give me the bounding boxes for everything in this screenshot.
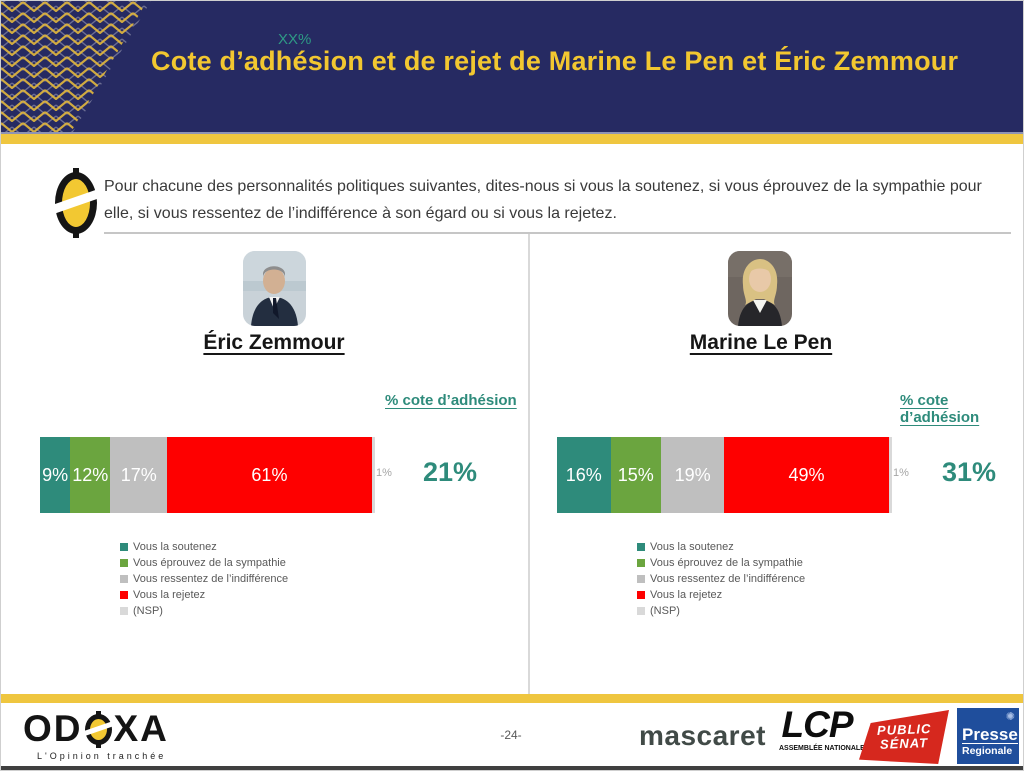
person-name-zemmour: Éric Zemmour (203, 331, 345, 354)
person-name-le-pen: Marine Le Pen (689, 331, 833, 354)
bar-segment-1: 12% (70, 437, 111, 513)
header-banner: XX% Cote d’adhésion et de rejet de Marin… (1, 1, 1023, 132)
lcp-logo-subtext: ASSEMBLÉE NATIONALE (779, 745, 865, 752)
legend-item: Vous éprouvez de la sympathie (637, 557, 805, 569)
legend-label: Vous ressentez de l’indifférence (650, 573, 806, 585)
bar-segment-0: 9% (40, 437, 71, 513)
legend-swatch-icon (637, 559, 645, 567)
presse-regionale-line1: Presse (962, 725, 1018, 744)
lcp-logo-text: LCP (781, 704, 854, 745)
question-underline-rule (104, 232, 1011, 234)
odoxa-logo-text-left: OD (23, 708, 83, 749)
legend-label: (NSP) (133, 605, 163, 617)
chevron-pattern-decoration (1, 1, 151, 132)
legend-swatch-icon (120, 559, 128, 567)
mascaret-logo: mascaret (639, 720, 766, 751)
legend-item: Vous la rejetez (637, 589, 805, 601)
legend-label: Vous la soutenez (650, 541, 734, 553)
legend-item: (NSP) (637, 605, 805, 617)
placeholder-note: XX% (278, 31, 312, 48)
bar-segment-0: 16% (557, 437, 611, 513)
odoxa-logo: OD XA (23, 708, 169, 750)
legend-item: Vous la rejetez (120, 589, 288, 601)
presse-regionale-logo: ✺ Presse Regionale (957, 708, 1019, 764)
adhesion-label-left: % cote d’adhésion (385, 392, 517, 409)
bar-segment-3: 49% (724, 437, 889, 513)
lcp-logo: LCP ASSEMBLÉE NATIONALE (779, 704, 865, 753)
legend-swatch-icon (120, 575, 128, 583)
legend-item: (NSP) (120, 605, 288, 617)
odoxa-tagline: L'Opinion tranchée (37, 751, 167, 761)
photo-marine-le-pen (728, 251, 792, 326)
bar-segment-3: 61% (167, 437, 372, 513)
photo-eric-zemmour (243, 251, 306, 326)
nsp-label-left: 1% (376, 467, 392, 479)
presse-regionale-emblem-icon: ✺ (1005, 711, 1015, 723)
footer-dark-bar (1, 766, 1023, 770)
legend-swatch-icon (637, 575, 645, 583)
header-separator-line (1, 132, 1023, 134)
legend-item: Vous la soutenez (120, 541, 288, 553)
legend-label: Vous la rejetez (133, 589, 206, 601)
public-senat-logo: PUBLIC SÉNAT (859, 710, 949, 764)
odoxa-logo-bean-icon (78, 710, 119, 748)
presse-regionale-line2: Regionale (962, 745, 1013, 757)
public-senat-line2: SÉNAT (879, 735, 929, 752)
adhesion-label-right: % cote d’adhésion (900, 392, 980, 426)
adhesion-value-left: 21% (423, 457, 478, 487)
nsp-label-right: 1% (893, 467, 909, 479)
slide-title: Cote d’adhésion et de rejet de Marine Le… (151, 46, 959, 76)
stacked-bar-zemmour: 9% 12% 17% 61% (40, 437, 375, 513)
header-gold-bar (1, 134, 1023, 144)
page-number: -24- (500, 728, 522, 742)
bar-segment-4 (888, 437, 892, 513)
footer-gold-bar (1, 694, 1023, 703)
bar-segment-4 (371, 437, 375, 513)
legend-label: Vous ressentez de l’indifférence (133, 573, 289, 585)
legend-swatch-icon (637, 607, 645, 615)
legend-label: Vous la soutenez (133, 541, 217, 553)
odoxa-bean-icon (42, 168, 110, 238)
legend-item: Vous ressentez de l’indifférence (637, 573, 805, 585)
legend-right: Vous la soutenez Vous éprouvez de la symp… (637, 541, 805, 621)
stacked-bar-le-pen: 16% 15% 19% 49% (557, 437, 892, 513)
bar-segment-2: 19% (660, 437, 725, 513)
odoxa-logo-text-right: XA (113, 708, 169, 749)
legend-label: Vous la rejetez (650, 589, 723, 601)
legend-item: Vous ressentez de l’indifférence (120, 573, 288, 585)
legend-swatch-icon (637, 591, 645, 599)
legend-swatch-icon (120, 591, 128, 599)
legend-swatch-icon (120, 607, 128, 615)
bar-segment-2: 17% (110, 437, 168, 513)
panel-divider (528, 234, 530, 694)
survey-question-text: Pour chacune des personnalités politique… (104, 178, 982, 222)
legend-item: Vous éprouvez de la sympathie (120, 557, 288, 569)
legend-label: Vous éprouvez de la sympathie (133, 557, 286, 569)
legend-swatch-icon (120, 543, 128, 551)
legend-swatch-icon (637, 543, 645, 551)
bar-segment-1: 15% (610, 437, 661, 513)
legend-item: Vous la soutenez (637, 541, 805, 553)
legend-label: Vous éprouvez de la sympathie (650, 557, 803, 569)
legend-left: Vous la soutenez Vous éprouvez de la symp… (120, 541, 288, 621)
adhesion-value-right: 31% (942, 457, 997, 487)
legend-label: (NSP) (650, 605, 680, 617)
